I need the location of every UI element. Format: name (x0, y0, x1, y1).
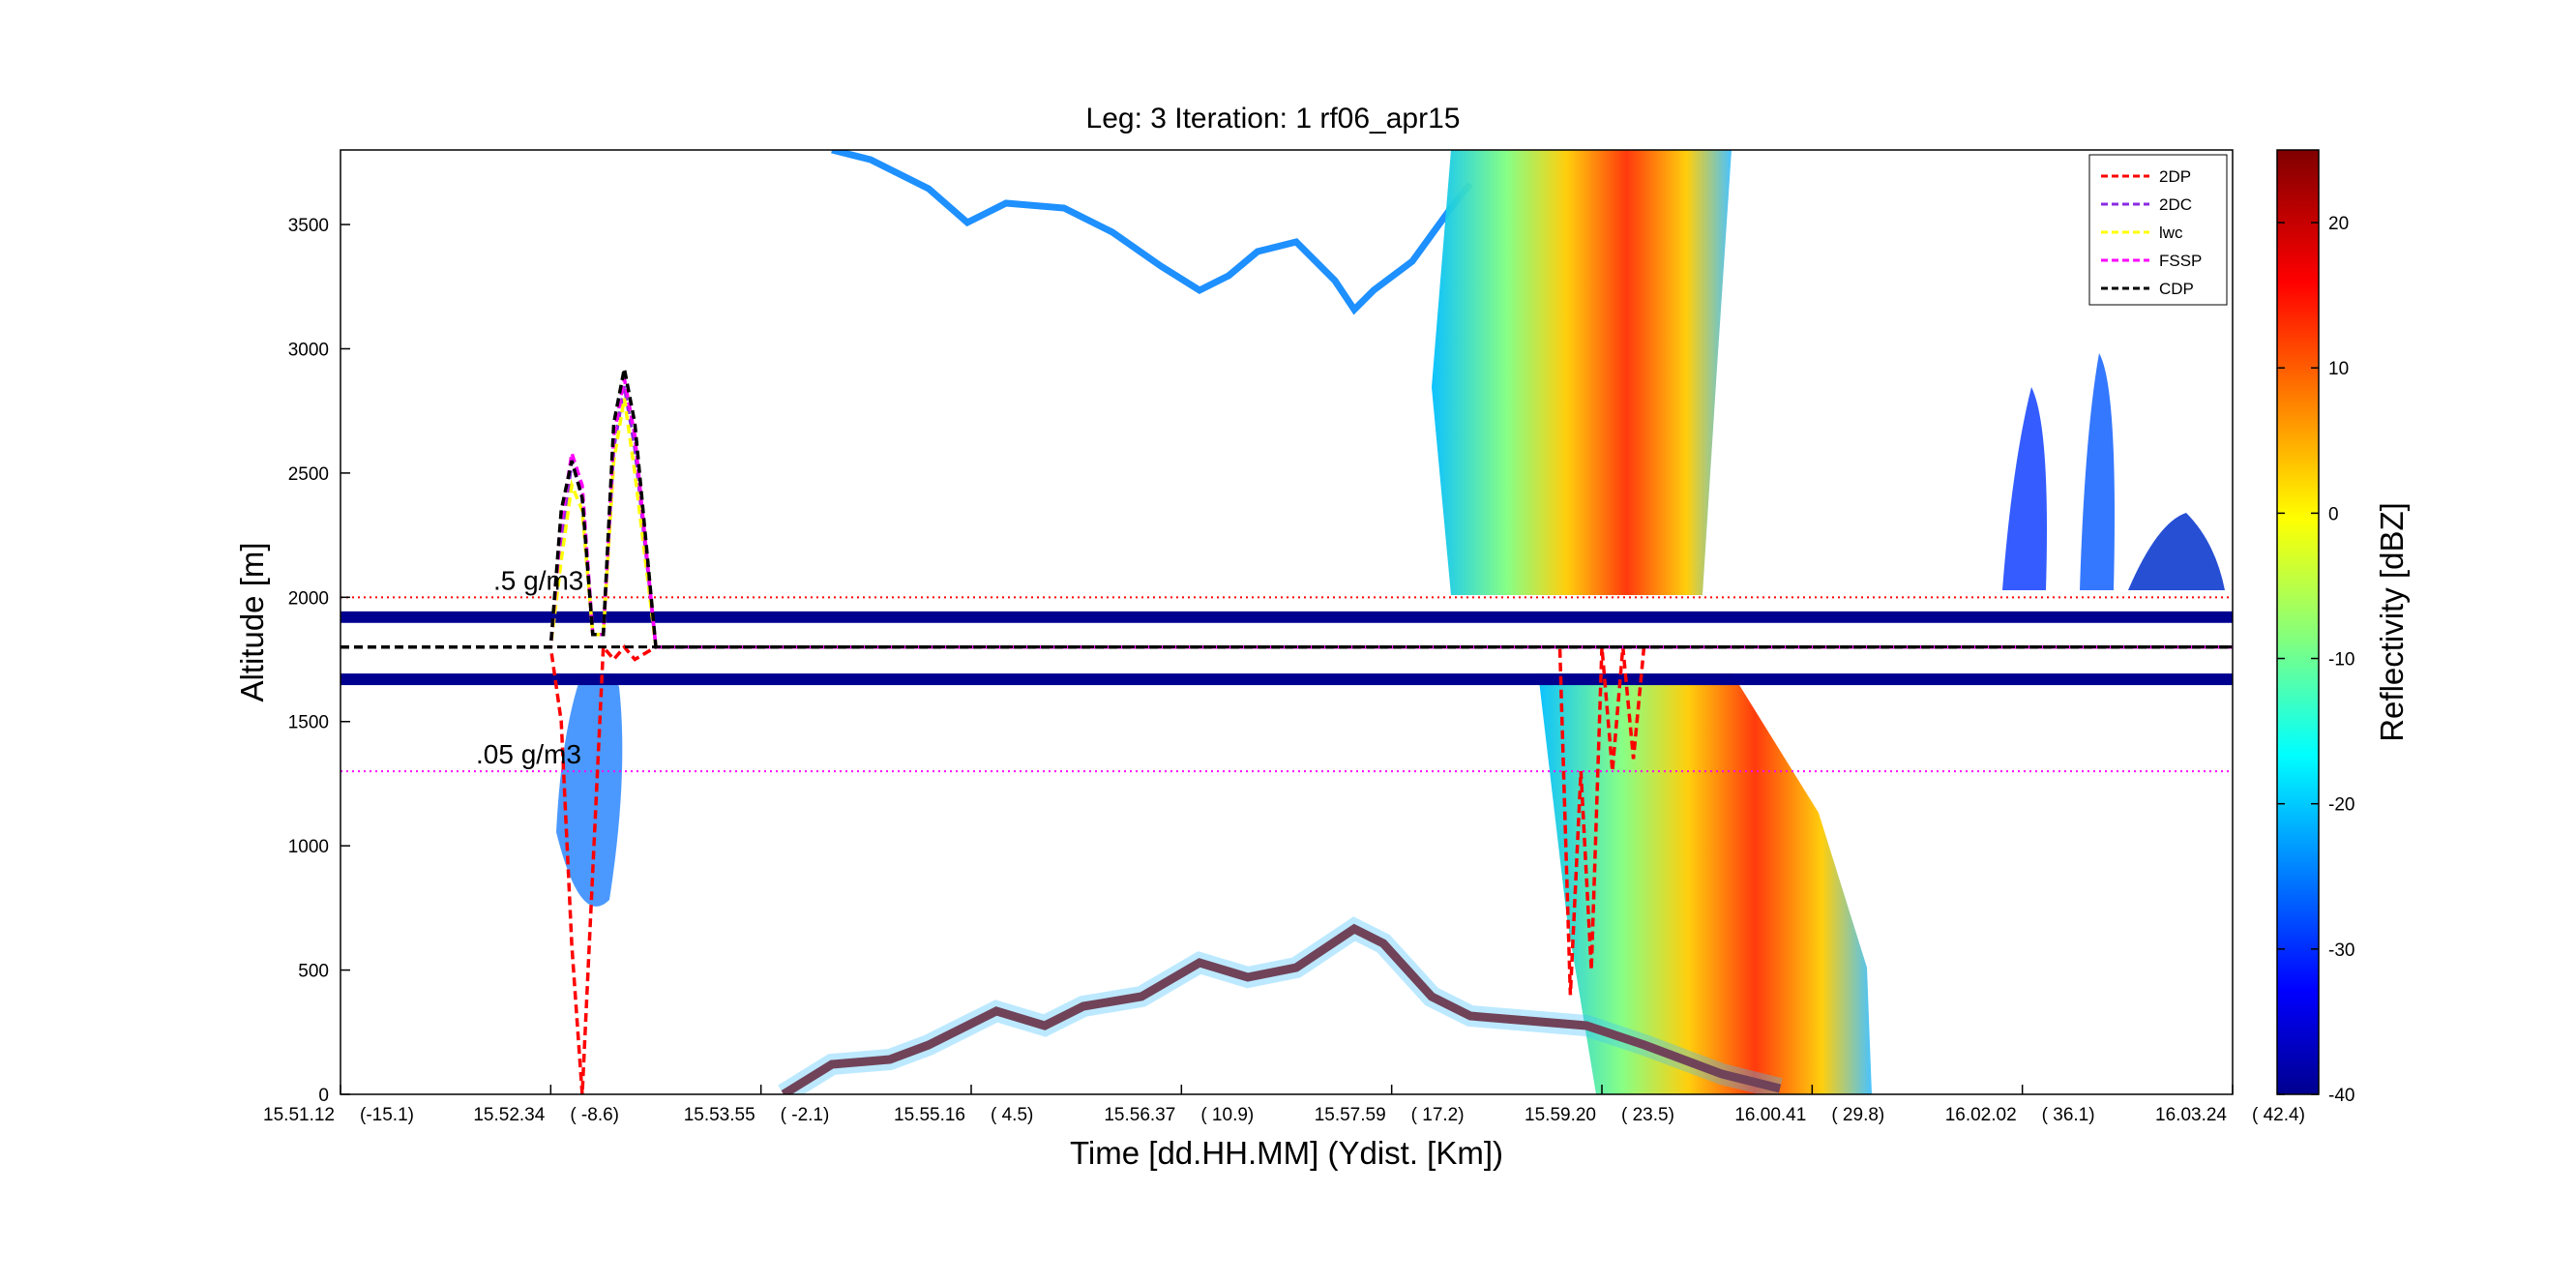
legend: 2DP 2DC lwc FSSP CDP (2088, 154, 2228, 306)
x-tick-ydist-label: ( 23.5) (1621, 1105, 1674, 1125)
x-tick-time-label: 15.52.34 (473, 1105, 545, 1125)
y-tick-label: 3000 (288, 340, 329, 360)
colorbar-tick-label: -30 (2328, 940, 2354, 961)
plot-frame (340, 149, 2234, 1095)
x-tick-time-label: 16.00.41 (1734, 1105, 1806, 1125)
x-tick-ydist-label: ( 4.5) (991, 1105, 1033, 1125)
band-lower-edge (341, 673, 2233, 686)
series-lines (341, 368, 2233, 1094)
y-tick-label: 3500 (288, 216, 329, 236)
x-tick-ydist-label: ( 10.9) (1200, 1105, 1254, 1125)
x-tick-time-label: 16.02.02 (1945, 1105, 2017, 1125)
x-tick-ydist-label: ( 36.1) (2042, 1105, 2095, 1125)
right-cloud-echo-3 (2128, 513, 2225, 590)
colorbar-tick-label: -10 (2328, 650, 2354, 671)
y-axis-ticks: 0 500 1000 1500 2000 2500 3000 3500 (288, 216, 350, 1106)
colorbar (2276, 149, 2320, 1095)
band-upper-edge (341, 611, 2233, 623)
colorbar-tick-label: 20 (2328, 214, 2349, 234)
colorbar-ticks: -40 -30 -20 -10 0 10 20 (2277, 214, 2354, 1106)
reference-line-label: .5 g/m3 (493, 565, 583, 595)
chart-title: Leg: 3 Iteration: 1 rf06_apr15 (1086, 103, 1461, 134)
convective-core-lower (1538, 672, 1872, 1094)
x-tick-time-label: 15.55.16 (894, 1105, 965, 1125)
legend-entry-label: lwc (2159, 224, 2183, 242)
x-tick-ydist-label: ( 17.2) (1411, 1105, 1465, 1125)
x-tick-time-label: 15.56.37 (1104, 1105, 1175, 1125)
colorbar-tick-label: -40 (2328, 1086, 2354, 1106)
colorbar-tick-label: 0 (2328, 504, 2339, 524)
y-tick-label: 1000 (288, 837, 329, 857)
y-tick-label: 2000 (288, 588, 329, 609)
legend-box (2088, 154, 2228, 306)
colorbar-label: Reflectivity [dBZ] (2374, 502, 2410, 742)
x-tick-time-label: 15.51.12 (263, 1105, 335, 1125)
reference-line-labels: .5 g/m3 .05 g/m3 (476, 565, 583, 769)
x-tick-time-label: 15.59.20 (1525, 1105, 1596, 1125)
x-tick-ydist-label: ( -2.1) (781, 1105, 830, 1125)
surface-return (781, 923, 1782, 1094)
legend-entry-label: 2DC (2159, 195, 2192, 214)
series-line-lwc (341, 398, 2233, 649)
left-cloud-echo (556, 660, 623, 907)
x-tick-time-label: 15.53.55 (684, 1105, 755, 1125)
reference-lines (341, 596, 2233, 773)
x-axis-label: Time [dd.HH.MM] (Ydist. [Km]) (1070, 1135, 1503, 1171)
x-tick-ydist-label: (-15.1) (360, 1105, 414, 1125)
y-tick-label: 1500 (288, 713, 329, 733)
x-tick-ydist-label: ( -8.6) (570, 1105, 619, 1125)
surface-return-halo (778, 916, 1783, 1094)
convective-core-upper (1432, 150, 1732, 595)
x-axis-ticks: 15.51.12 (-15.1) 15.52.34 ( -8.6) 15.53.55 ( … (263, 1085, 2305, 1125)
radar-echoes (556, 150, 2225, 1094)
colorbar-tick-label: -20 (2328, 795, 2354, 816)
right-cloud-echo-2 (2080, 353, 2115, 590)
x-tick-ydist-label: ( 29.8) (1831, 1105, 1884, 1125)
y-tick-label: 2500 (288, 464, 329, 485)
x-tick-time-label: 16.03.24 (2155, 1105, 2227, 1125)
y-tick-label: 500 (298, 962, 329, 982)
right-cloud-echo-1 (2002, 387, 2047, 590)
cloud-top-echo (831, 150, 1473, 315)
reference-line-label: .05 g/m3 (476, 739, 581, 769)
x-tick-time-label: 15.57.59 (1315, 1105, 1386, 1125)
y-axis-label: Altitude [m] (234, 542, 270, 701)
legend-entry-label: CDP (2159, 280, 2194, 298)
colorbar-tick-label: 10 (2328, 359, 2349, 379)
x-tick-ydist-label: ( 42.4) (2252, 1105, 2305, 1125)
legend-entry-label: FSSP (2159, 252, 2202, 270)
y-tick-label: 0 (318, 1086, 329, 1106)
legend-entry-label: 2DP (2159, 167, 2191, 186)
